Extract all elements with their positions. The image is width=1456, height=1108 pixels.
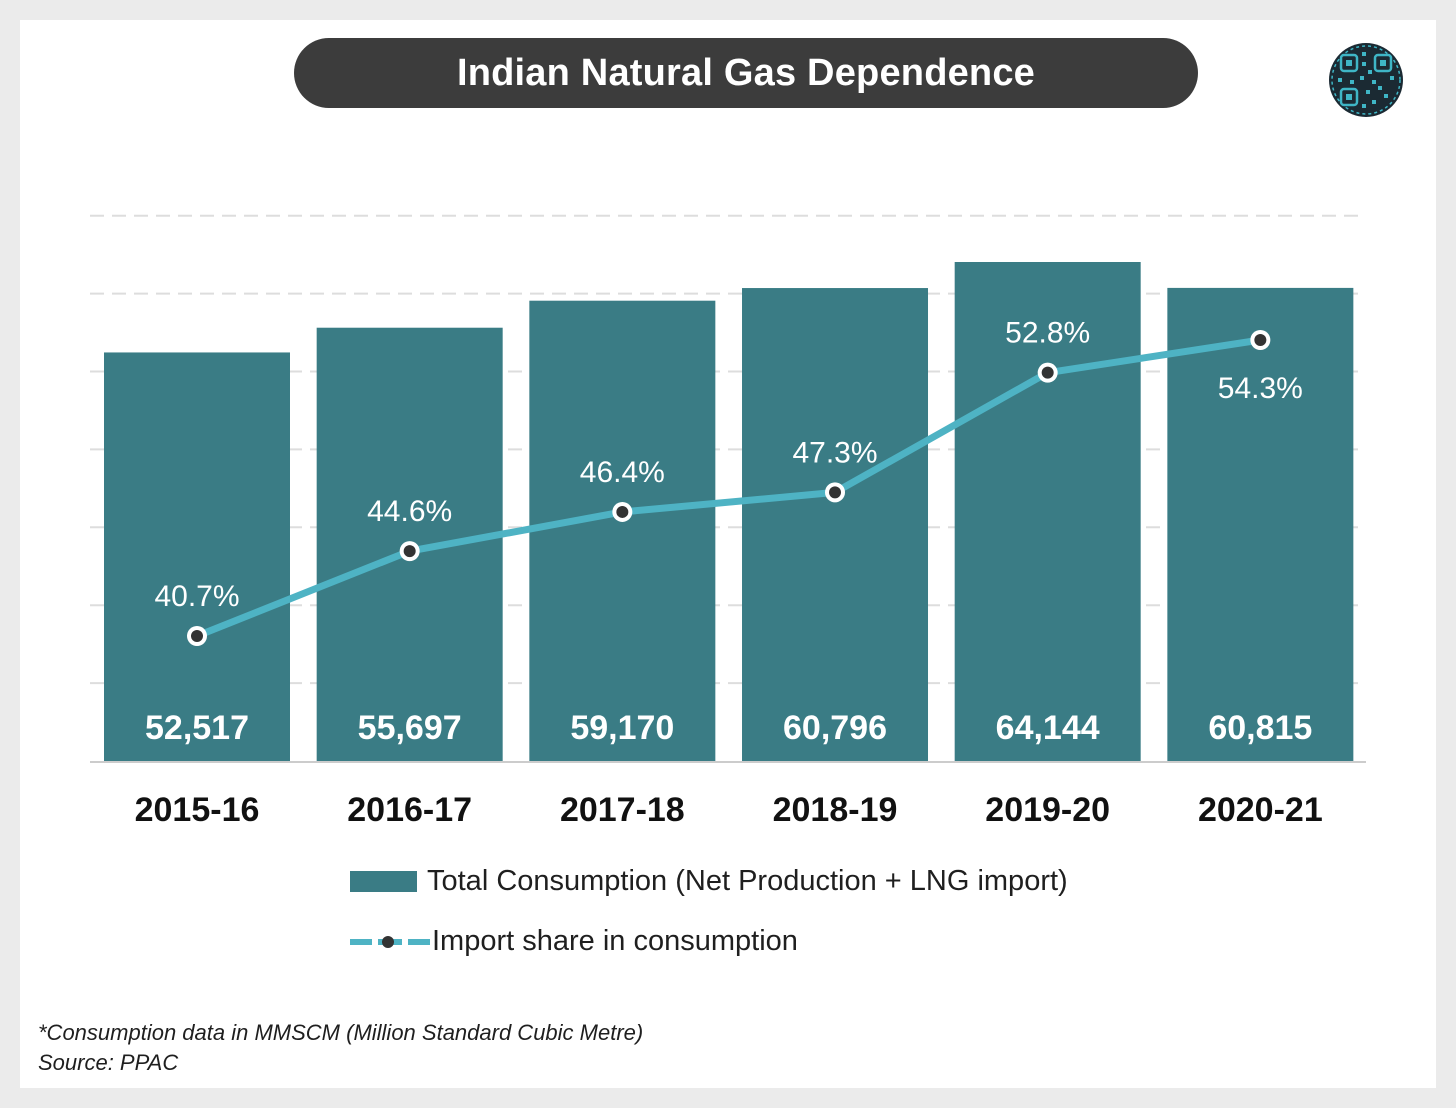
line-value-label: 47.3% bbox=[792, 436, 877, 469]
legend-line-swatch bbox=[350, 935, 430, 948]
bar-value-label: 60,815 bbox=[1208, 709, 1312, 747]
legend-line-label: Import share in consumption bbox=[432, 925, 798, 957]
chart-card: Indian Natural Gas Dependence 52,517 55,6… bbox=[20, 20, 1436, 1088]
line-value-label: 44.6% bbox=[367, 495, 452, 528]
line-marker bbox=[616, 505, 629, 518]
x-tick-label: 2018-19 bbox=[773, 791, 898, 829]
bar bbox=[1167, 287, 1354, 761]
bar-value-label: 55,697 bbox=[358, 709, 462, 747]
bar bbox=[529, 300, 716, 761]
line-marker bbox=[829, 486, 842, 499]
bar-value-label: 64,144 bbox=[996, 709, 1100, 747]
legend-bar-swatch bbox=[350, 871, 417, 892]
line-value-label: 46.4% bbox=[580, 456, 665, 489]
legend-bar-label: Total Consumption (Net Production + LNG … bbox=[427, 865, 1068, 897]
legend-item-line: Import share in consumption bbox=[350, 925, 798, 958]
line-marker bbox=[1254, 334, 1267, 346]
bar bbox=[742, 288, 929, 761]
x-tick-label: 2015-16 bbox=[135, 791, 260, 829]
source-text: Source: PPAC bbox=[38, 1050, 179, 1075]
line-value-label: 52.8% bbox=[1005, 317, 1090, 350]
title-banner: Indian Natural Gas Dependence bbox=[294, 38, 1198, 108]
footnotes: *Consumption data in MMSCM (Million Stan… bbox=[38, 1018, 643, 1078]
line-marker bbox=[403, 545, 416, 558]
x-tick-label: 2020-21 bbox=[1198, 791, 1323, 829]
bar-value-label: 60,796 bbox=[783, 709, 887, 747]
import-share-line bbox=[193, 336, 1264, 640]
circuit-qr-logo-icon bbox=[1329, 43, 1403, 117]
chart-title: Indian Natural Gas Dependence bbox=[456, 51, 1036, 94]
bar-value-label: 59,170 bbox=[570, 709, 674, 747]
bar bbox=[954, 262, 1141, 761]
bar-value-label: 52,517 bbox=[145, 709, 249, 747]
line-value-label: 54.3% bbox=[1218, 372, 1303, 405]
x-tick-label: 2016-17 bbox=[347, 791, 472, 829]
footnote-text: *Consumption data in MMSCM (Million Stan… bbox=[38, 1020, 644, 1045]
chart-plot: 52,517 55,697 59,170 60,796 64,144 60,815 2015… bbox=[90, 214, 1366, 829]
line-marker bbox=[191, 630, 203, 642]
line-marker bbox=[1041, 366, 1054, 379]
legend-item-bar: Total Consumption (Net Production + LNG … bbox=[350, 865, 1068, 898]
bar bbox=[104, 352, 290, 761]
line-value-label: 40.7% bbox=[154, 580, 239, 613]
x-tick-label: 2019-20 bbox=[985, 791, 1110, 829]
x-tick-label: 2017-18 bbox=[560, 791, 685, 829]
